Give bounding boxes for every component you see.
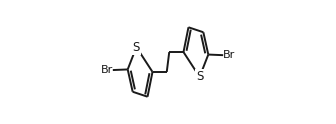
Text: Br: Br <box>223 50 236 60</box>
Text: S: S <box>133 41 140 54</box>
Text: S: S <box>196 70 203 83</box>
Text: Br: Br <box>100 65 113 75</box>
